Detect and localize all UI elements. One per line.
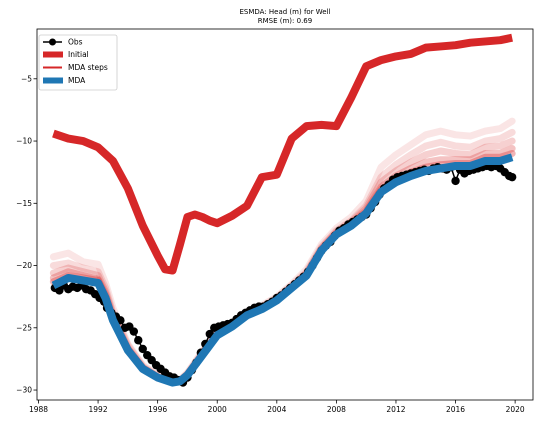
initial-series-layer	[52, 33, 513, 275]
x-tick-label: 2016	[446, 405, 465, 414]
y-tick-label: −25	[16, 323, 32, 332]
plot-frame	[36, 28, 534, 401]
x-tick-label: 2012	[386, 405, 405, 414]
x-tick-label: 2020	[506, 405, 525, 414]
y-tick-label: −15	[16, 199, 32, 208]
y-tick-label: −10	[16, 137, 32, 146]
legend-obs-marker	[49, 38, 56, 46]
obs-point	[134, 336, 143, 345]
x-tick-label: 1996	[148, 405, 167, 414]
legend-initial-swatch	[43, 51, 63, 58]
obs-point	[138, 344, 147, 354]
mda-line	[51, 153, 514, 387]
obs-point	[451, 176, 460, 186]
mda-series-layer	[51, 153, 514, 387]
legend-label-mda-steps: MDA steps	[68, 63, 108, 72]
x-axis: 1988 1992 1996 2000 2004 2008 2012 2016 2020	[29, 400, 525, 414]
y-axis: −30 −25 −20 −15 −10 −5	[16, 74, 37, 395]
chart-subtitle: RMSE (m): 0.69	[258, 17, 312, 25]
x-tick-label: 1988	[29, 405, 48, 414]
obs-series-layer	[50, 161, 517, 387]
y-tick-label: −30	[16, 386, 32, 395]
chart-title: ESMDA: Head (m) for Well	[239, 8, 330, 16]
mda-step-line	[49, 150, 516, 387]
x-tick-label: 1992	[89, 405, 108, 414]
legend-label-initial: Initial	[68, 50, 89, 59]
legend-label-mda: MDA	[68, 76, 86, 85]
legend-box	[38, 34, 118, 91]
legend: Obs Initial MDA steps MDA	[38, 34, 118, 91]
y-tick-label: −20	[16, 261, 32, 270]
obs-point	[129, 327, 139, 336]
obs-point	[507, 172, 517, 182]
x-tick-label: 2008	[327, 405, 346, 414]
y-tick-label: −5	[21, 74, 32, 83]
legend-mda-swatch	[43, 77, 63, 84]
x-tick-label: 2004	[267, 405, 286, 414]
legend-label-obs: Obs	[68, 38, 83, 47]
x-tick-label: 2000	[208, 405, 227, 414]
initial-line	[52, 33, 513, 275]
